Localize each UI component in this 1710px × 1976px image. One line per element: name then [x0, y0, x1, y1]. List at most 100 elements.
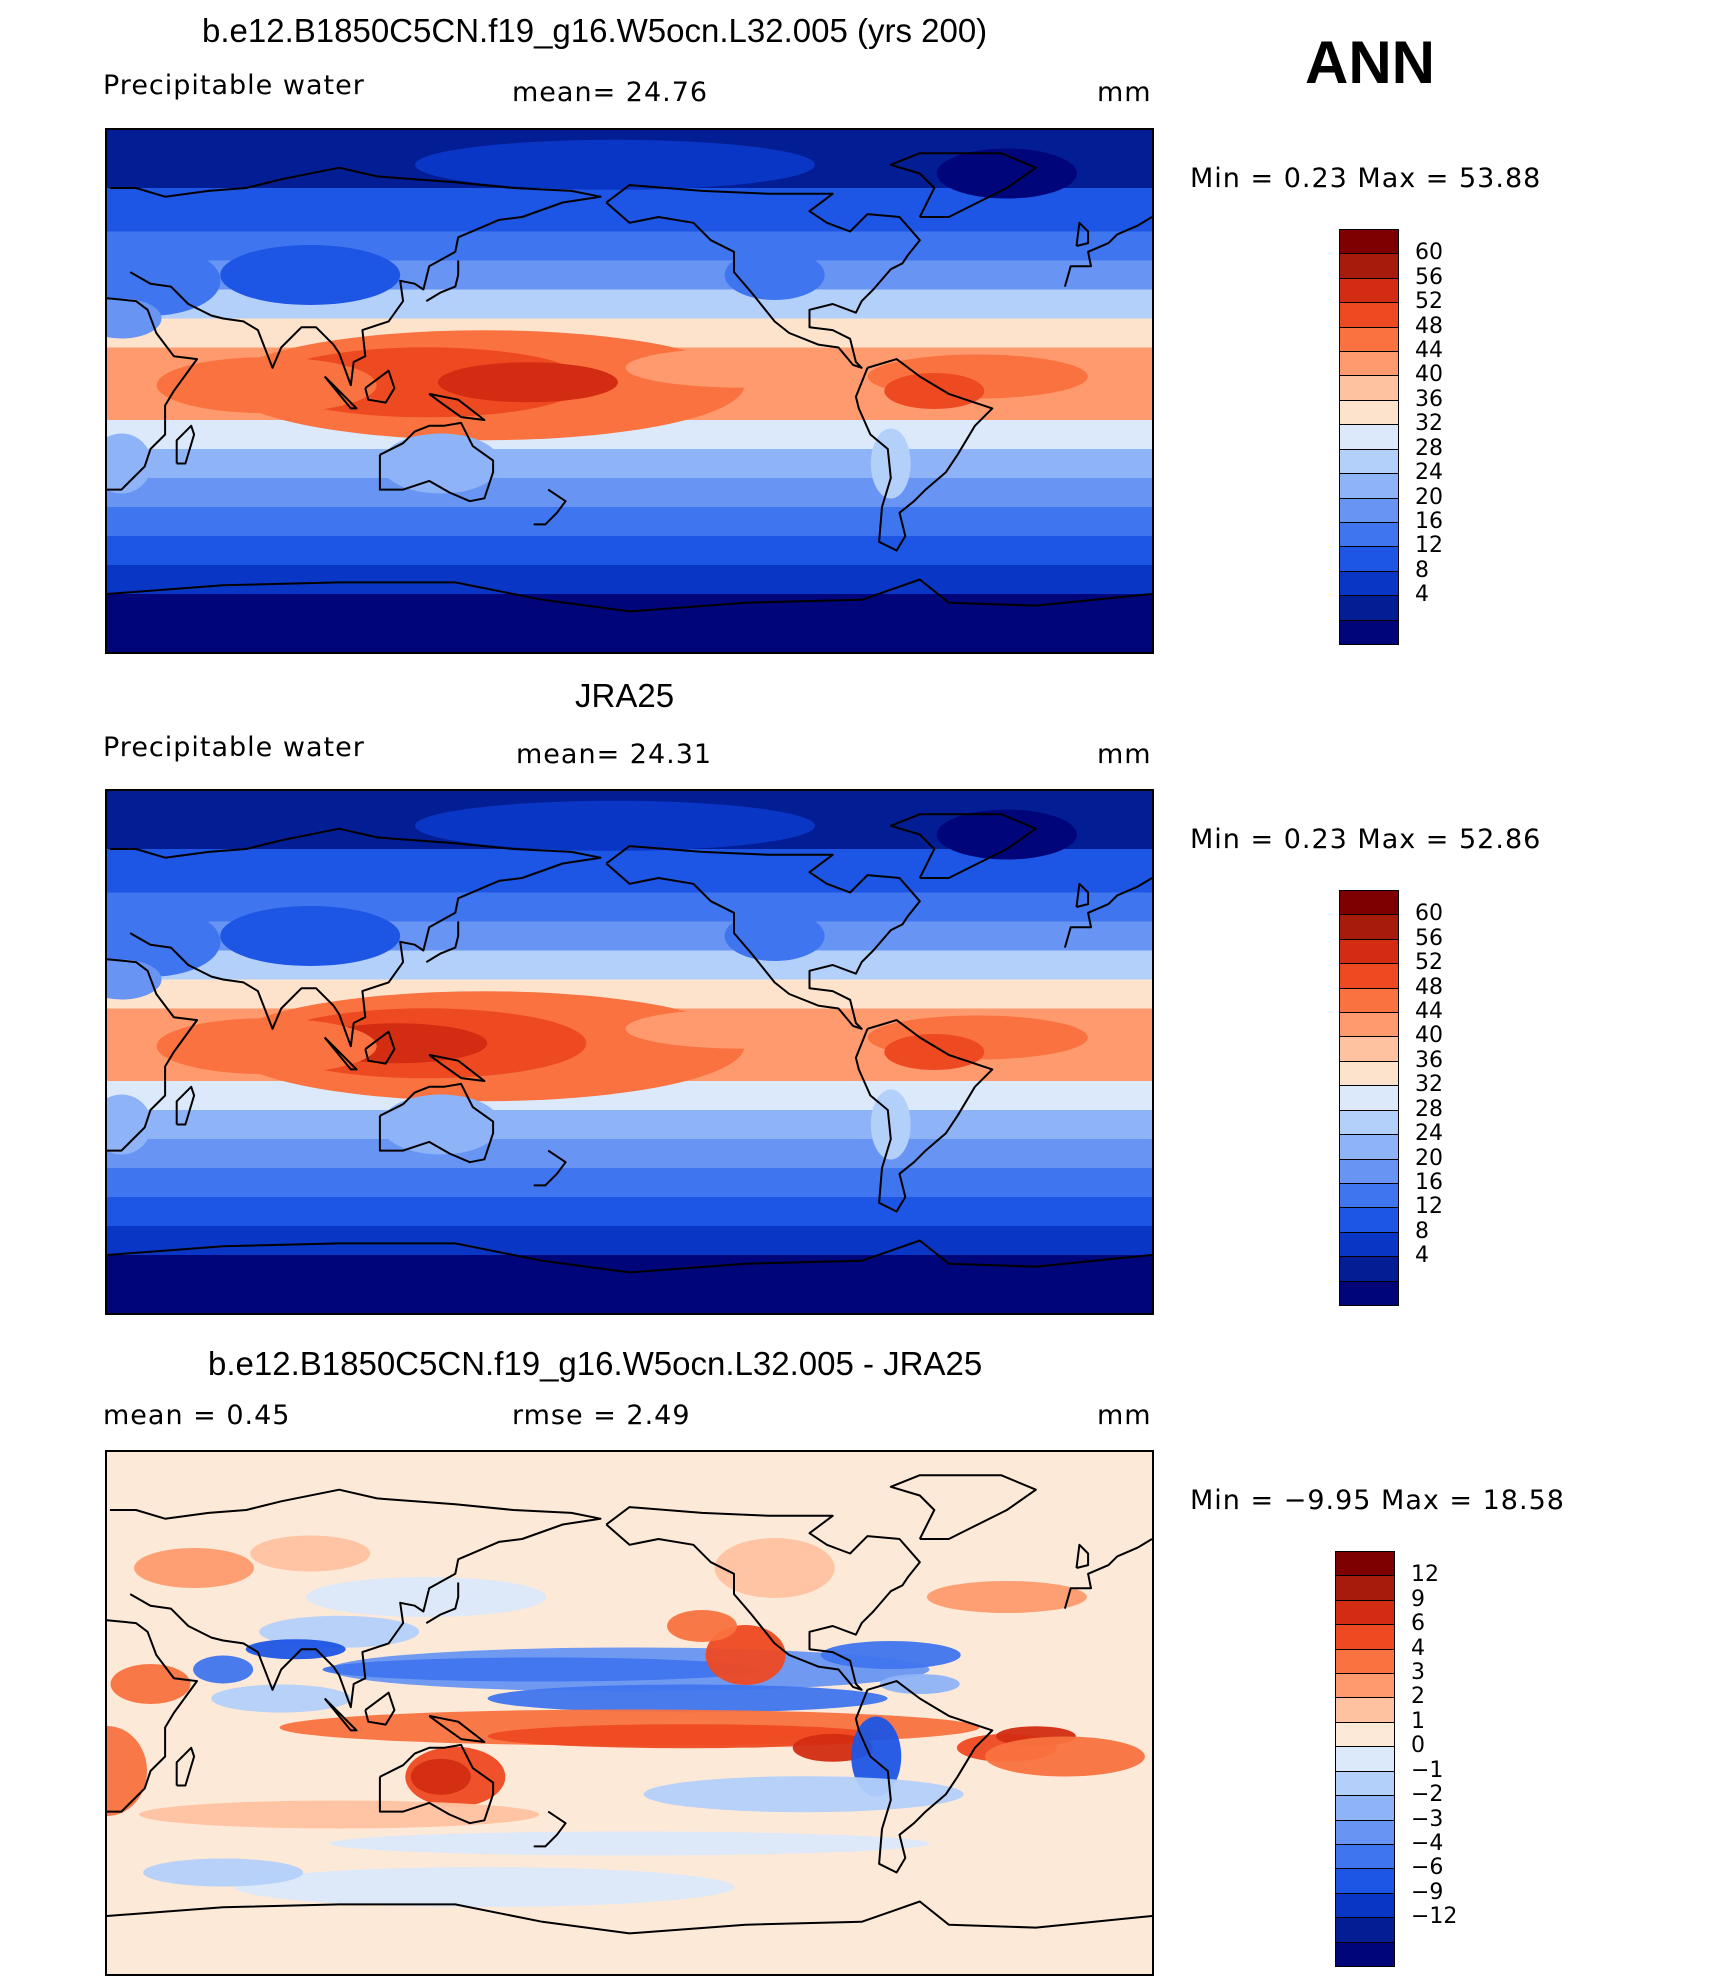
colorbar-swatch	[1339, 473, 1399, 500]
colorbar-swatch	[1339, 619, 1399, 646]
colorbar-label: 56	[1415, 925, 1443, 951]
colorbar-swatch	[1339, 1109, 1399, 1136]
colorbar-label: −1	[1411, 1757, 1444, 1783]
map-obs	[105, 789, 1154, 1315]
units-label: mm	[1097, 739, 1152, 770]
colorbar-swatch	[1339, 1280, 1399, 1307]
colorbar: 60 56 52 48 44 40 36 32 28 24 20 16 12 8 4	[1339, 890, 1489, 1307]
colorbar-swatch	[1335, 1819, 1395, 1846]
colorbar-label: 24	[1415, 460, 1443, 486]
colorbar-swatch	[1339, 351, 1399, 377]
colorbar-swatch	[1335, 1673, 1395, 1699]
colorbar-swatch	[1335, 1917, 1395, 1944]
colorbar-swatch	[1339, 570, 1399, 597]
colorbar-label: 40	[1415, 362, 1443, 388]
colorbar-label: 44	[1415, 338, 1443, 364]
colorbar-label: 12	[1411, 1562, 1439, 1588]
colorbar-swatch	[1339, 1036, 1399, 1063]
colorbar-label: 4	[1415, 582, 1429, 608]
colorbar-label: −4	[1411, 1830, 1444, 1856]
colorbar-label: 60	[1415, 240, 1443, 266]
colorbar-label: 48	[1415, 974, 1443, 1000]
colorbar-label: −9	[1411, 1879, 1444, 1905]
colorbar-swatch	[1335, 1697, 1395, 1724]
colorbar-label: 8	[1415, 557, 1429, 583]
colorbar-label: 36	[1415, 386, 1443, 412]
colorbar-swatch	[1339, 302, 1399, 329]
colorbar-swatch	[1335, 1599, 1395, 1626]
colorbar-swatch	[1339, 1256, 1399, 1283]
colorbar-swatch	[1339, 1012, 1399, 1038]
minmax-label: Min = 0.23 Max = 53.88	[1190, 163, 1542, 194]
panel-title: b.e12.B1850C5CN.f19_g16.W5ocn.L32.005 - …	[208, 1345, 983, 1382]
colorbar-swatch	[1339, 277, 1399, 304]
colorbar-swatch	[1339, 1158, 1399, 1185]
rmse-label: rmse = 2.49	[512, 1400, 691, 1431]
units-label: mm	[1097, 77, 1152, 108]
colorbar-label: 12	[1415, 533, 1443, 559]
mean-label: mean= 24.31	[516, 739, 713, 770]
colorbar-swatch	[1335, 1868, 1395, 1895]
colorbar-swatch	[1339, 987, 1399, 1014]
colorbar-label: −6	[1411, 1855, 1444, 1881]
colorbar-label: 48	[1415, 313, 1443, 339]
colorbar-swatch	[1335, 1575, 1395, 1602]
colorbar: 60 56 52 48 44 40 36 32 28 24 20 16 12 8 4	[1339, 229, 1489, 646]
variable-label: Precipitable water	[103, 70, 365, 101]
colorbar-label: −12	[1411, 1904, 1458, 1930]
colorbar-label: 36	[1415, 1047, 1443, 1073]
mean-label: mean= 24.76	[512, 77, 709, 108]
colorbar-label: 24	[1415, 1121, 1443, 1147]
colorbar-swatch	[1339, 448, 1399, 475]
season-label: ANN	[1305, 29, 1435, 96]
colorbar-swatch	[1335, 1721, 1395, 1748]
colorbar-swatch	[1339, 963, 1399, 990]
colorbar-swatch	[1339, 595, 1399, 622]
colorbar-label: 56	[1415, 264, 1443, 290]
colorbar-label: 32	[1415, 1072, 1443, 1098]
map-diff	[105, 1450, 1154, 1976]
colorbar-swatch	[1335, 1770, 1395, 1797]
colorbar-swatch	[1339, 1134, 1399, 1161]
colorbar-label: −3	[1411, 1806, 1444, 1832]
colorbar-label: 20	[1415, 484, 1443, 510]
colorbar-swatch	[1339, 914, 1399, 941]
colorbar-swatch	[1339, 938, 1399, 965]
colorbar-swatch	[1339, 326, 1399, 353]
colorbar-swatch	[1339, 1207, 1399, 1234]
colorbar-swatch	[1339, 399, 1399, 426]
panel-title: JRA25	[575, 677, 675, 714]
colorbar-swatch	[1339, 890, 1399, 916]
colorbar-label: 4	[1415, 1243, 1429, 1269]
colorbar-swatch	[1339, 521, 1399, 548]
colorbar-swatch	[1335, 1624, 1395, 1651]
colorbar-swatch	[1339, 229, 1399, 255]
colorbar-swatch	[1335, 1648, 1395, 1675]
colorbar-label: −2	[1411, 1782, 1444, 1808]
map-model	[105, 128, 1154, 654]
colorbar-label: 20	[1415, 1145, 1443, 1171]
colorbar-label: 12	[1415, 1194, 1443, 1220]
colorbar-label: 8	[1415, 1218, 1429, 1244]
colorbar-swatch	[1339, 546, 1399, 573]
colorbar-label: 32	[1415, 411, 1443, 437]
colorbar-swatch	[1335, 1892, 1395, 1919]
minmax-label: Min = 0.23 Max = 52.86	[1190, 824, 1542, 855]
colorbar-label: 28	[1415, 1096, 1443, 1122]
colorbar-swatch	[1335, 1746, 1395, 1773]
colorbar-swatch	[1335, 1551, 1395, 1577]
panel-title: b.e12.B1850C5CN.f19_g16.W5ocn.L32.005 (y…	[202, 12, 988, 49]
colorbar-swatch	[1339, 1060, 1399, 1087]
colorbar-label: 3	[1411, 1660, 1425, 1686]
colorbar-label: 60	[1415, 901, 1443, 927]
colorbar-label: 1	[1411, 1708, 1425, 1734]
colorbar-swatch	[1335, 1795, 1395, 1822]
units-label: mm	[1097, 1400, 1152, 1431]
minmax-label: Min = −9.95 Max = 18.58	[1190, 1485, 1565, 1516]
colorbar-label: 44	[1415, 999, 1443, 1025]
colorbar-label: 16	[1415, 1169, 1443, 1195]
colorbar-label: 16	[1415, 508, 1443, 534]
variable-label: Precipitable water	[103, 732, 365, 763]
colorbar-swatch	[1339, 497, 1399, 524]
colorbar-label: 4	[1411, 1635, 1425, 1661]
